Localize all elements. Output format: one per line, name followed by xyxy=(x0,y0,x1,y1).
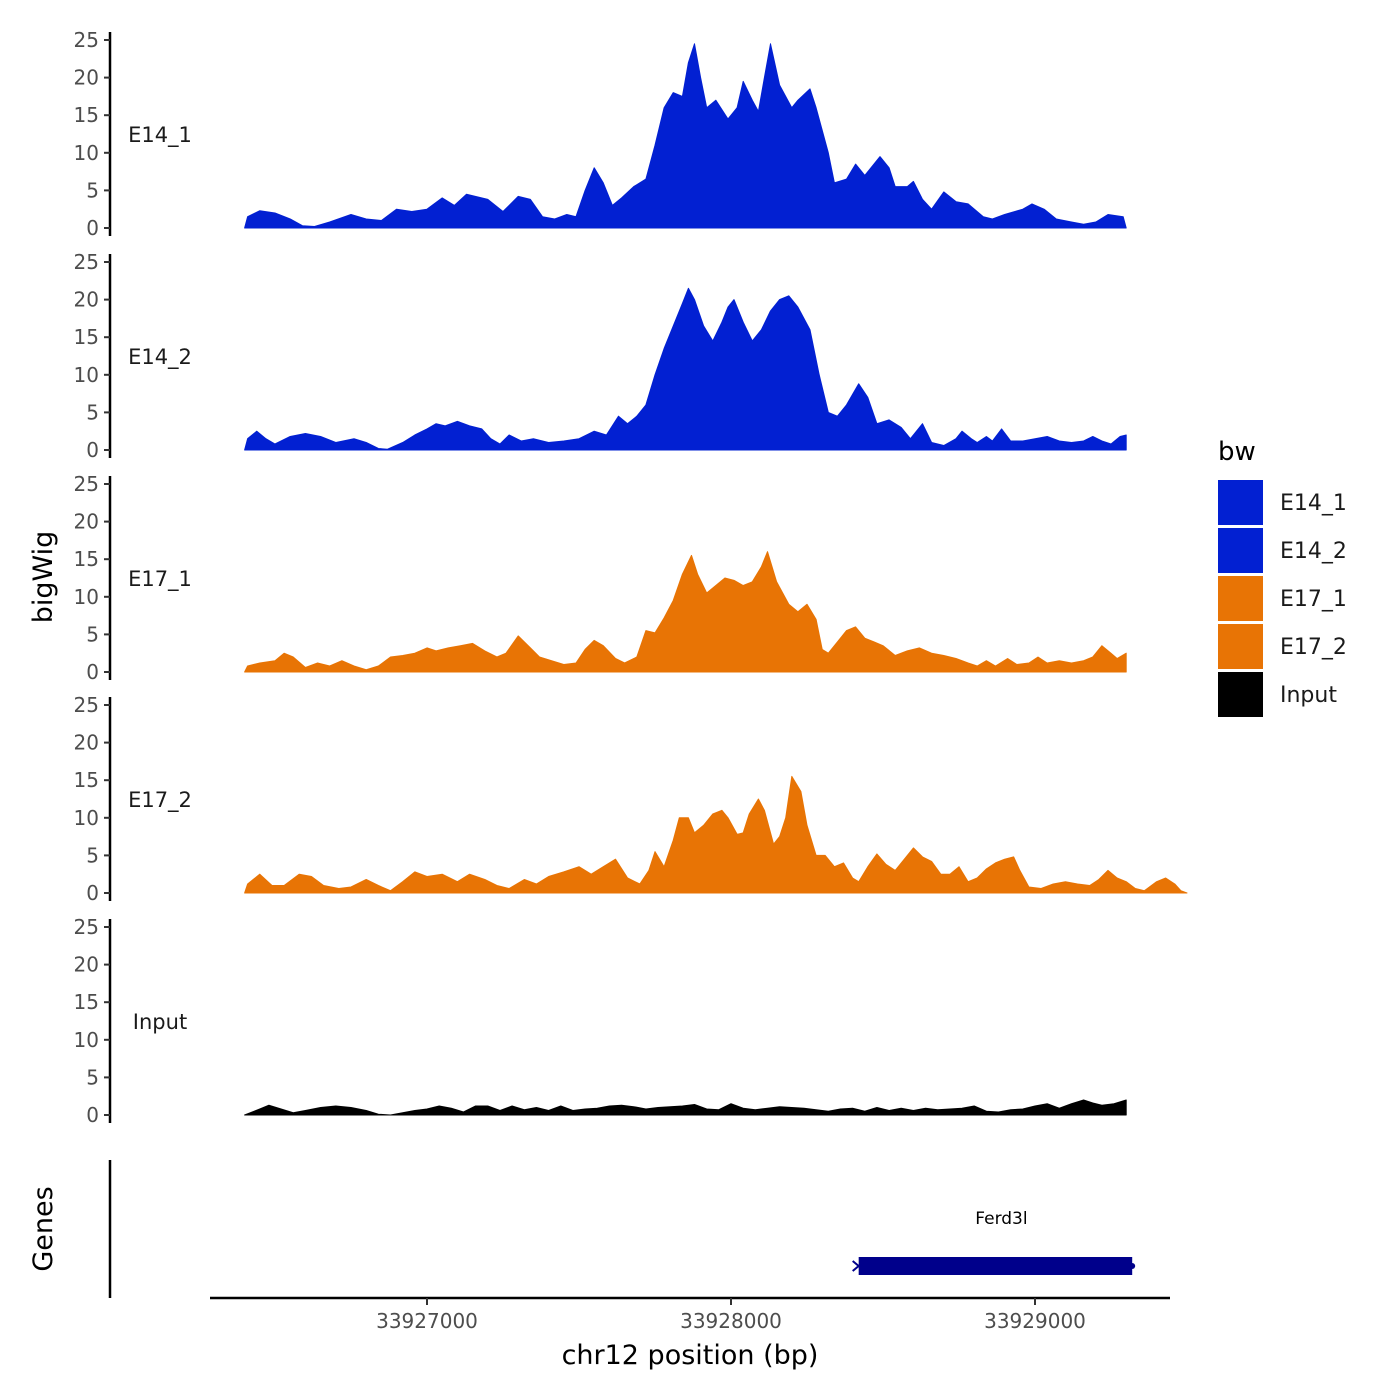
track-input: 0 5 10 15 20 25 Input xyxy=(74,915,1127,1127)
gene-body xyxy=(858,1257,1133,1275)
signal-area xyxy=(244,551,1127,673)
y-tick-label: 20 xyxy=(74,288,99,312)
legend-title: bw xyxy=(1218,437,1256,467)
y-tick-label: 20 xyxy=(74,66,99,90)
signal-tracks: 0 5 10 15 20 25 E14_1 0 5 10 15 20 25 E14_2 0 5 10 15 20 25… xyxy=(74,28,1188,1127)
y-tick-label: 10 xyxy=(74,363,99,387)
gene-end-marker xyxy=(1129,1263,1136,1269)
signal-area xyxy=(244,775,1188,894)
legend: bw E14_1 E14_2 E17_1 E17_2 Input xyxy=(1218,437,1347,717)
legend-label: Input xyxy=(1280,683,1337,708)
legend-swatch xyxy=(1218,672,1263,717)
y-tick-label: 25 xyxy=(74,250,99,274)
y-tick-label: 25 xyxy=(74,693,99,717)
gene-strand-marker xyxy=(852,1260,861,1272)
track-e17-2: 0 5 10 15 20 25 E17_2 xyxy=(74,693,1188,905)
y-tick-label: 15 xyxy=(74,103,99,127)
y-tick-label: 25 xyxy=(74,472,99,496)
legend-item-e17-1: E17_1 xyxy=(1218,576,1347,621)
gene-ferd3l: Ferd3l xyxy=(852,1209,1136,1275)
legend-swatch xyxy=(1218,624,1263,669)
track-label: E17_1 xyxy=(128,567,192,592)
legend-swatch xyxy=(1218,480,1263,525)
y-tick-label: 10 xyxy=(74,141,99,165)
track-e14-1: 0 5 10 15 20 25 E14_1 xyxy=(74,28,1127,240)
y-tick-label: 5 xyxy=(86,622,99,646)
x-tick-label: 33929000 xyxy=(984,1309,1086,1333)
legend-label: E14_2 xyxy=(1280,539,1347,564)
track-label: E17_2 xyxy=(128,788,192,813)
signal-area xyxy=(244,287,1127,451)
legend-item-input: Input xyxy=(1218,672,1337,717)
y-tick-label: 5 xyxy=(86,1065,99,1089)
track-label: E14_2 xyxy=(128,345,192,370)
x-tick-label: 33927000 xyxy=(376,1309,478,1333)
y-tick-label: 10 xyxy=(74,585,99,609)
legend-label: E14_1 xyxy=(1280,491,1347,516)
genes-track: Ferd3l xyxy=(108,1160,1136,1298)
gene-label: Ferd3l xyxy=(975,1209,1027,1229)
y-tick-label: 25 xyxy=(74,28,99,52)
legend-swatch xyxy=(1218,528,1263,573)
y-tick-label: 0 xyxy=(86,660,99,684)
y-tick-label: 20 xyxy=(74,731,99,755)
x-axis-title: chr12 position (bp) xyxy=(562,1340,819,1371)
y-tick-label: 0 xyxy=(86,1103,99,1127)
signal-area xyxy=(244,43,1127,229)
legend-label: E17_2 xyxy=(1280,635,1347,660)
y-tick-label: 0 xyxy=(86,881,99,905)
y-tick-label: 10 xyxy=(74,806,99,830)
track-label: Input xyxy=(133,1010,187,1034)
y-tick-label: 20 xyxy=(74,510,99,534)
y-tick-label: 5 xyxy=(86,178,99,202)
y-tick-label: 20 xyxy=(74,953,99,977)
y-tick-label: 15 xyxy=(74,325,99,349)
y-tick-label: 10 xyxy=(74,1028,99,1052)
legend-swatch xyxy=(1218,576,1263,621)
track-e14-2: 0 5 10 15 20 25 E14_2 xyxy=(74,250,1127,462)
legend-item-e17-2: E17_2 xyxy=(1218,624,1347,669)
x-axis: 33927000 33928000 33929000 xyxy=(210,1296,1170,1333)
legend-item-e14-2: E14_2 xyxy=(1218,528,1347,573)
track-label: E14_1 xyxy=(128,123,192,148)
genes-track-title: Genes xyxy=(28,1186,59,1271)
y-axis-title: bigWig xyxy=(28,531,59,624)
legend-item-e14-1: E14_1 xyxy=(1218,480,1347,525)
signal-area xyxy=(244,1099,1127,1116)
y-tick-label: 0 xyxy=(86,438,99,462)
y-tick-label: 15 xyxy=(74,768,99,792)
y-tick-label: 15 xyxy=(74,547,99,571)
y-tick-label: 5 xyxy=(86,400,99,424)
x-tick-label: 33928000 xyxy=(680,1309,782,1333)
y-tick-label: 15 xyxy=(74,990,99,1014)
y-tick-label: 0 xyxy=(86,216,99,240)
y-tick-label: 25 xyxy=(74,915,99,939)
y-tick-label: 5 xyxy=(86,843,99,867)
legend-label: E17_1 xyxy=(1280,587,1347,612)
track-e17-1: 0 5 10 15 20 25 E17_1 xyxy=(74,472,1127,684)
